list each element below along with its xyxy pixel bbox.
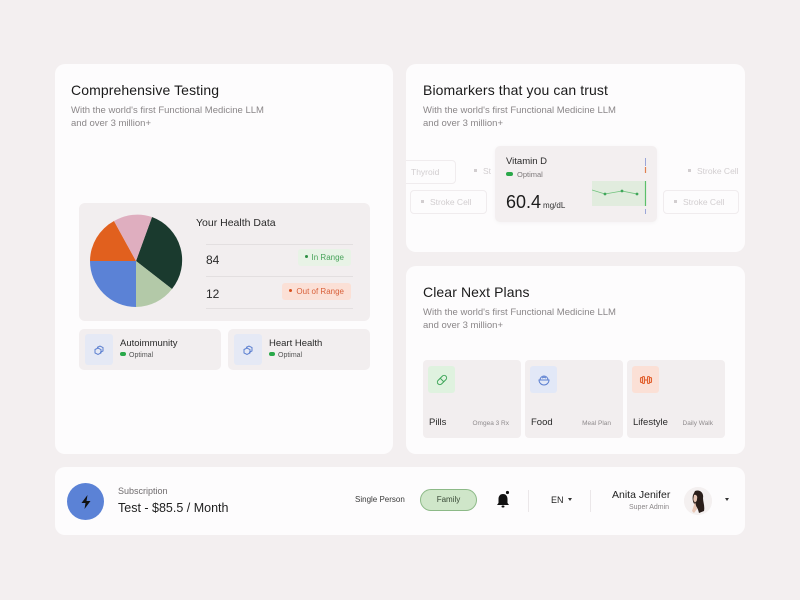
plan-pills[interactable]: Pills Omgea 3 Rx [423,360,521,438]
health-row-in-range: 84 In Range [206,244,353,272]
subtitle-line: and over 3 million+ [423,118,504,129]
subtitle-line: and over 3 million+ [423,320,504,331]
subscription-label: Subscription [118,486,168,496]
food-bowl-icon [530,366,557,393]
subtitle-line: With the world's first Functional Medici… [71,105,264,116]
mini-card-label: Heart Health [269,338,323,349]
plan-food[interactable]: Food Meal Plan [525,360,623,438]
card-subtitle: With the world's first Functional Medici… [423,104,643,130]
card-subtitle: With the world's first Functional Medici… [423,306,643,332]
biomarkers-card: Biomarkers that you can trust With the w… [406,64,745,252]
plan-sublabel: Omgea 3 Rx [472,420,510,427]
health-pie-chart [90,214,183,307]
single-person-option[interactable]: Single Person [355,495,405,504]
plan-sublabel: Daily Walk [682,420,713,427]
avatar[interactable] [684,487,712,515]
clear-next-plans-card: Clear Next Plans With the world's first … [406,266,745,454]
divider [206,276,353,277]
health-value: 84 [206,253,220,267]
status-optimal: Optimal [269,352,302,359]
plan-lifestyle[interactable]: Lifestyle Daily Walk [627,360,725,438]
divider [528,490,529,512]
bolt-icon [67,483,104,520]
subtitle-line: With the world's first Functional Medici… [423,105,616,116]
out-of-range-badge: Out of Range [282,283,351,300]
card-title: Biomarkers that you can trust [423,82,608,98]
vitamin-d-sparkline [592,158,647,214]
biomarker-value: 60.4 mg/dL [506,192,566,212]
card-title: Clear Next Plans [423,284,530,300]
card-title: Comprehensive Testing [71,82,220,98]
pie-slice-pink [114,214,152,261]
divider [206,308,353,309]
notification-bell-icon[interactable] [495,490,511,510]
subtitle-line: With the world's first Functional Medici… [423,307,616,318]
in-range-badge: In Range [297,249,351,266]
pie-slice-dark-green [136,217,183,289]
health-row-out-of-range: 12 Out of Range [206,276,353,309]
biomarker-chip[interactable]: Stroke Cell [663,190,739,214]
plan-sublabel: Meal Plan [582,420,611,427]
vitamin-d-card[interactable]: Vitamin D Optimal 60.4 mg/dL [495,146,657,222]
biomarker-chip[interactable]: Thyroid [406,160,456,184]
subtitle-line: and over 3 million+ [71,118,152,129]
card-subtitle: With the world's first Functional Medici… [71,104,291,130]
heart-health-card[interactable]: Heart Health Optimal [228,329,370,370]
status-optimal: Optimal [120,352,153,359]
language-selector[interactable]: EN [551,495,572,505]
hexagons-icon [85,334,113,365]
subscription-price: Test - $85.5 / Month [118,501,229,515]
pie-slice-blue [90,261,136,307]
user-role: Super Admin [629,504,670,511]
user-menu-chevron-icon[interactable] [725,498,729,501]
mini-card-label: Autoimmunity [120,338,178,349]
divider [590,490,591,512]
family-option[interactable]: Family [420,489,477,511]
plan-label: Food [531,417,553,428]
health-data-title: Your Health Data [196,217,276,229]
autoimmunity-card[interactable]: Autoimmunity Optimal [79,329,221,370]
user-name: Anita Jenifer [612,489,671,501]
plan-label: Pills [429,417,447,428]
pie-slice-sage [136,261,172,307]
divider [206,244,353,245]
pie-slice-orange [90,221,136,261]
subscription-bar: Subscription Test - $85.5 / Month Single… [55,467,745,535]
plan-label: Lifestyle [633,417,668,428]
comprehensive-testing-card: Comprehensive Testing With the world's f… [55,64,393,454]
biomarker-name: Vitamin D [506,156,548,167]
chevron-down-icon [567,498,572,502]
biomarker-chip[interactable]: Stroke Cell [410,190,487,214]
status-optimal: Optimal [506,170,543,179]
dumbbell-icon [632,366,659,393]
pill-icon [428,366,455,393]
hexagons-icon [234,334,262,365]
biomarker-chip[interactable]: Stroke Cell [678,160,745,184]
health-data-panel: Your Health Data 84 In Range 12 Out of R… [79,203,370,321]
health-value: 12 [206,287,220,301]
